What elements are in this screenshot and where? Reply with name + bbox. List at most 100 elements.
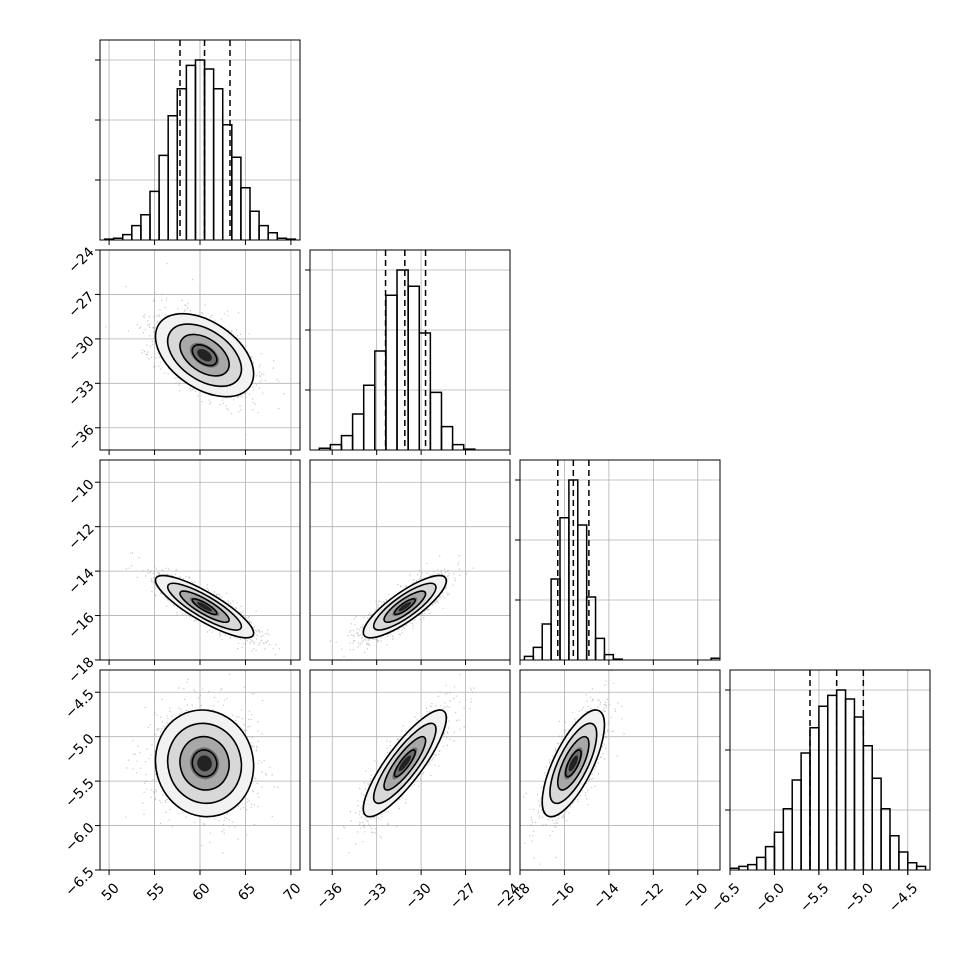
histogram-bin xyxy=(362,384,376,450)
y-tick-text: −10 xyxy=(65,477,97,509)
contour-line xyxy=(179,735,230,791)
contour-line xyxy=(166,722,243,805)
x-tick-text: 60 xyxy=(190,880,214,904)
contour-line xyxy=(154,574,255,639)
histogram-bin xyxy=(396,269,409,450)
contour-line xyxy=(191,598,218,616)
contour-line xyxy=(179,590,230,624)
y-tick-label: −4.5 xyxy=(62,687,97,722)
histogram-bin xyxy=(594,637,606,660)
marginal-panel-3 xyxy=(725,669,931,875)
histogram-bin xyxy=(203,68,215,240)
y-tick-label: −5.0 xyxy=(62,731,97,766)
histogram-bin xyxy=(212,88,224,240)
y-tick-text: −16 xyxy=(65,610,97,642)
contour-line xyxy=(362,709,448,818)
histogram-bin xyxy=(889,835,900,870)
histogram-bin xyxy=(603,653,615,660)
y-tick-label: −10 xyxy=(65,477,97,509)
x-tick-label: −6.0 xyxy=(753,880,788,915)
x-tick-text: −12 xyxy=(635,880,667,912)
histogram-bin xyxy=(818,705,829,870)
x-tick-text: 50 xyxy=(99,880,123,904)
x-tick-label: −5.5 xyxy=(797,880,832,915)
histogram-bin xyxy=(267,232,279,240)
density-fill xyxy=(398,755,412,772)
histogram-bin xyxy=(185,64,197,240)
density-fill xyxy=(197,348,212,362)
x-tick-label: 70 xyxy=(281,880,305,904)
y-tick-label: −6.5 xyxy=(62,864,97,899)
x-tick-text: −16 xyxy=(546,880,578,912)
marginal-panel-0 xyxy=(95,39,301,245)
panel-frame xyxy=(729,669,931,871)
x-tick-text: −5.5 xyxy=(797,880,832,915)
x-tick-label: −36 xyxy=(314,880,346,912)
x-tick-text: −33 xyxy=(358,880,390,912)
histogram-bin xyxy=(523,655,535,660)
y-tick-text: −5.0 xyxy=(62,731,97,766)
contour-line xyxy=(541,709,606,818)
x-tick-text: 65 xyxy=(235,880,259,904)
contour-line xyxy=(154,312,255,398)
contour-line xyxy=(393,598,416,616)
histogram-bin xyxy=(755,856,767,870)
y-tick-label: −6.0 xyxy=(62,820,97,855)
x-tick-label: −5.0 xyxy=(842,880,877,915)
panel-frame xyxy=(309,459,511,661)
x-tick-label: −6.5 xyxy=(708,880,743,915)
y-tick-text: −33 xyxy=(65,378,97,410)
panel-frame xyxy=(309,669,511,871)
contour-line xyxy=(362,574,448,639)
density-fill xyxy=(197,601,212,612)
x-tick-label: −10 xyxy=(679,880,711,912)
x-tick-text: −5.0 xyxy=(842,880,877,915)
y-tick-text: −5.5 xyxy=(62,775,97,810)
x-tick-label: 65 xyxy=(235,880,259,904)
contour-line xyxy=(166,582,243,631)
y-tick-label: −36 xyxy=(65,422,97,454)
density-fill xyxy=(568,755,578,772)
histogram-bin xyxy=(451,443,465,450)
pair-panel-0-2 xyxy=(99,459,301,661)
x-tick-label: −16 xyxy=(546,880,578,912)
contour-line xyxy=(179,333,230,377)
contour-line xyxy=(549,722,598,805)
histogram-bin xyxy=(532,646,543,660)
contour-line xyxy=(383,590,427,624)
histogram-bin xyxy=(791,779,802,870)
histogram-bin xyxy=(351,413,365,450)
histogram-bin xyxy=(764,845,776,870)
y-tick-text: −6.5 xyxy=(62,864,97,899)
density-fill xyxy=(197,755,212,772)
x-tick-text: 55 xyxy=(144,880,168,904)
marginal-panel-1 xyxy=(305,249,511,455)
histogram-bin xyxy=(385,294,398,450)
contour-line xyxy=(166,323,243,388)
panel-frame xyxy=(519,669,721,871)
histogram-bin xyxy=(541,623,552,660)
contour-line xyxy=(372,582,437,631)
histogram-bin xyxy=(898,851,909,870)
histogram-bin xyxy=(871,777,882,870)
x-tick-label: −14 xyxy=(590,880,622,912)
x-tick-text: 70 xyxy=(281,880,305,904)
x-tick-text: −30 xyxy=(403,880,435,912)
y-tick-label: −30 xyxy=(65,333,97,365)
y-tick-label: −24 xyxy=(65,244,97,276)
pair-panel-2-3 xyxy=(519,669,721,871)
y-tick-label: −16 xyxy=(65,610,97,642)
x-tick-label: 50 xyxy=(99,880,123,904)
histogram-bin xyxy=(915,865,927,870)
y-tick-label: −18 xyxy=(65,654,97,686)
x-tick-label: −30 xyxy=(403,880,435,912)
histogram-bin xyxy=(158,154,169,240)
pair-panel-0-1 xyxy=(99,249,301,451)
histogram-bin xyxy=(835,689,847,870)
x-tick-text: −10 xyxy=(679,880,711,912)
y-tick-text: −12 xyxy=(65,521,97,553)
contour-line xyxy=(191,749,218,778)
histogram-bin xyxy=(407,285,421,450)
histogram-bin xyxy=(782,808,793,870)
y-tick-text: −30 xyxy=(65,333,97,365)
